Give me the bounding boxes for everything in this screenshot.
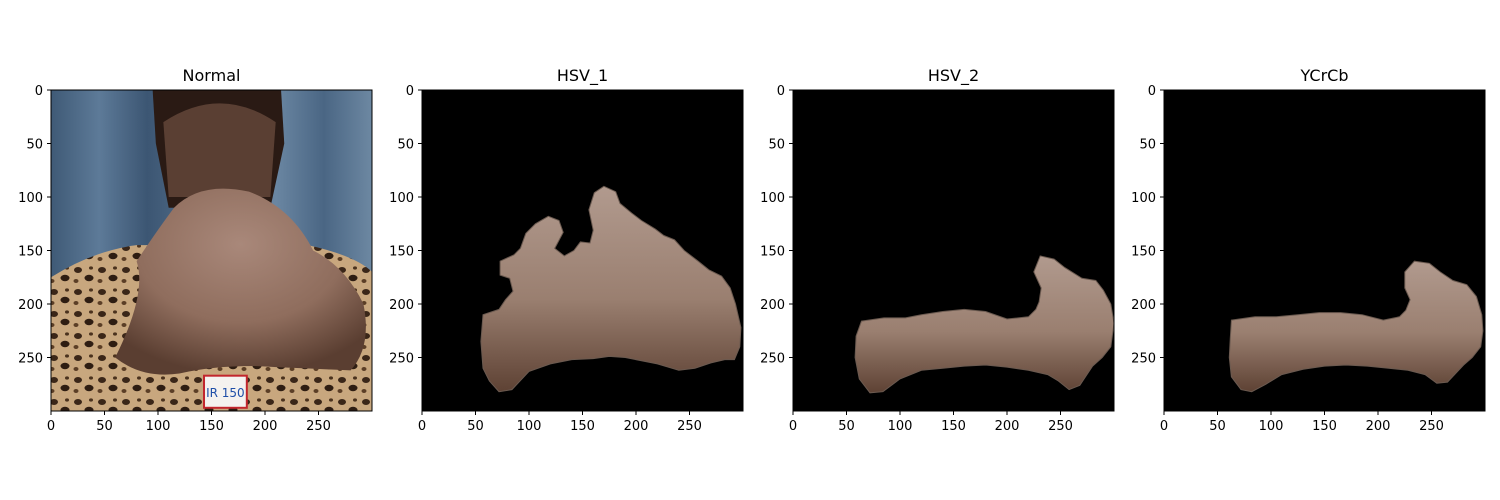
y-tick-label: 100 (389, 191, 414, 206)
x-tick-label: 0 (1160, 419, 1168, 434)
x-tick-label: 150 (199, 419, 224, 434)
y-tick-label: 200 (1131, 298, 1156, 313)
x-tick-label: 150 (1312, 419, 1337, 434)
y-tick-label: 100 (760, 191, 785, 206)
panel-hsv-1: HSV_1 0 50 100 150 200 250 0 50 100 150 200 250 (389, 66, 744, 434)
y-tick-label: 0 (35, 84, 43, 99)
y-tick-label: 50 (26, 138, 43, 153)
panel-title: Normal (183, 66, 241, 85)
paper-label (203, 374, 248, 409)
y-tick-label: 250 (389, 352, 414, 367)
y-tick-label: 200 (18, 298, 43, 313)
x-tick-label: 250 (1048, 419, 1073, 434)
skin-mask-region (1228, 260, 1484, 393)
x-tick-label: 150 (941, 419, 966, 434)
panel-hsv-2: HSV_2 0 50 100 150 200 250 0 50 100 150 200 250 (760, 66, 1115, 434)
x-tick-label: 0 (418, 419, 426, 434)
x-tick-label: 100 (517, 419, 542, 434)
back-skin (115, 188, 366, 375)
y-tick-label: 150 (389, 245, 414, 260)
x-tick-label: 50 (1209, 419, 1226, 434)
x-tick-label: 200 (1366, 419, 1391, 434)
x-tick-label: 100 (1259, 419, 1284, 434)
neck-shape (163, 103, 276, 197)
y-tick-label: 50 (397, 138, 414, 153)
y-tick-label: 50 (768, 138, 785, 153)
panel-normal: IR 150 Normal 0 50 100 150 200 250 0 50 100 150 200 2… (18, 66, 373, 434)
y-tick-label: 200 (760, 298, 785, 313)
x-tick-label: 0 (789, 419, 797, 434)
paper-label-text: IR 150 (206, 386, 245, 400)
x-tick-label: 150 (570, 419, 595, 434)
panel-title: YCrCb (1300, 66, 1349, 85)
y-tick-label: 200 (389, 298, 414, 313)
y-tick-label: 100 (1131, 191, 1156, 206)
x-tick-label: 200 (995, 419, 1020, 434)
y-tick-label: 250 (1131, 352, 1156, 367)
x-tick-label: 250 (1419, 419, 1444, 434)
x-tick-label: 50 (467, 419, 484, 434)
y-tick-label: 0 (777, 84, 785, 99)
skin-mask-region (480, 185, 742, 393)
x-tick-label: 200 (253, 419, 278, 434)
x-tick-label: 200 (624, 419, 649, 434)
y-tick-label: 150 (760, 245, 785, 260)
y-tick-label: 50 (1139, 138, 1156, 153)
x-tick-label: 0 (47, 419, 55, 434)
y-tick-label: 250 (760, 352, 785, 367)
panel-ycrcb: YCrCb 0 50 100 150 200 250 0 50 100 150 200 250 (1131, 66, 1486, 434)
x-tick-label: 100 (888, 419, 913, 434)
y-tick-label: 100 (18, 191, 43, 206)
photo-image: IR 150 (51, 90, 372, 411)
x-tick-label: 100 (146, 419, 171, 434)
panel-title: HSV_1 (557, 66, 608, 86)
x-tick-label: 50 (838, 419, 855, 434)
y-tick-label: 0 (1148, 84, 1156, 99)
x-tick-label: 250 (306, 419, 331, 434)
y-tick-label: 0 (406, 84, 414, 99)
y-tick-label: 150 (1131, 245, 1156, 260)
y-tick-label: 250 (18, 352, 43, 367)
panel-title: HSV_2 (928, 66, 979, 86)
y-tick-label: 150 (18, 245, 43, 260)
x-tick-label: 50 (96, 419, 113, 434)
x-tick-label: 250 (677, 419, 702, 434)
